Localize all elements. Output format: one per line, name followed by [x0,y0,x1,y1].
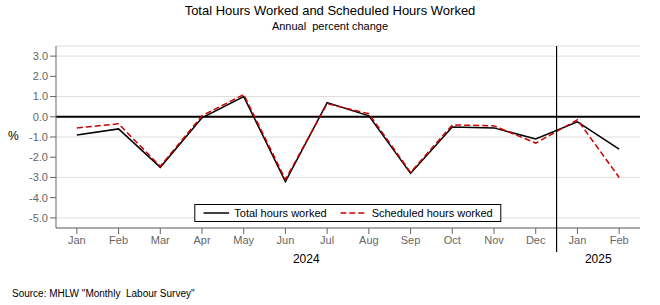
svg-text:-3.0: -3.0 [29,171,48,183]
svg-text:2.0: 2.0 [33,70,48,82]
svg-text:Jan: Jan [569,234,587,246]
html-text:Source: MHLW "Monthly Labour S: Source: MHLW "Monthly Labour Survey" [12,288,195,299]
svg-text:Sep: Sep [401,234,421,246]
svg-text:Feb: Feb [109,234,128,246]
svg-text:-4.0: -4.0 [29,192,48,204]
svg-text:Oct: Oct [444,234,461,246]
svg-text:Jan: Jan [68,234,86,246]
svg-text:-5.0: -5.0 [29,212,48,224]
svg-text:Apr: Apr [193,234,210,246]
svg-text:0.0: 0.0 [33,111,48,123]
svg-text:-1.0: -1.0 [29,131,48,143]
svg-text:Aug: Aug [359,234,379,246]
html-text:2025: 2025 [584,252,612,266]
svg-text:Dec: Dec [526,234,546,246]
html-text:2024: 2024 [292,252,320,266]
html-text:Annual percent change: Annual percent change [271,20,389,32]
html-text:Total Hours Worked and Schedul: Total Hours Worked and Scheduled Hours W… [184,3,476,18]
svg-text:-2.0: -2.0 [29,151,48,163]
svg-text:Nov: Nov [484,234,504,246]
html-text:Total hours worked: Total hours worked [234,207,327,219]
svg-text:3.0: 3.0 [33,50,48,62]
svg-text:1.0: 1.0 [33,90,48,102]
svg-text:Feb: Feb [610,234,629,246]
svg-text:May: May [233,234,254,246]
svg-text:Jun: Jun [277,234,295,246]
svg-text:Jul: Jul [320,234,334,246]
html-text:Scheduled hours worked: Scheduled hours worked [371,207,493,219]
svg-text:Mar: Mar [151,234,170,246]
